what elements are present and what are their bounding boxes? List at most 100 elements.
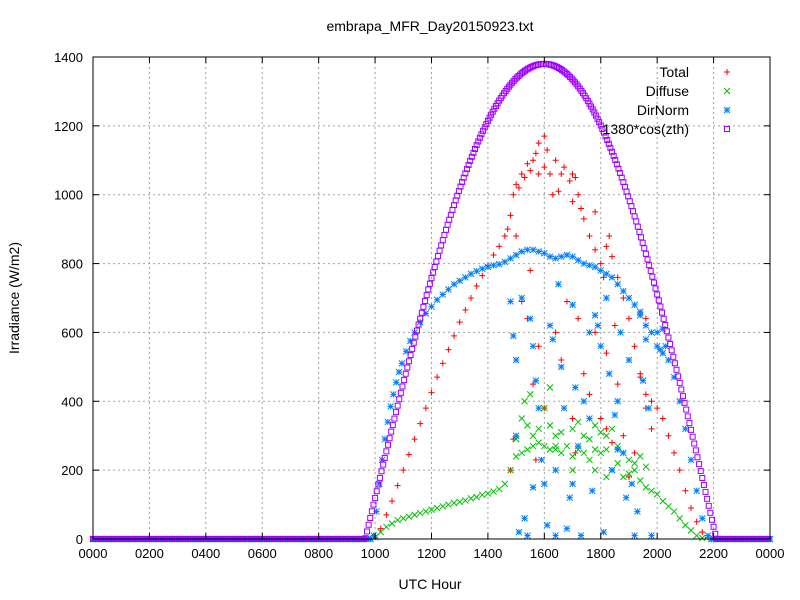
data-point [495,485,503,493]
data-point [546,171,553,178]
data-point [608,466,616,474]
data-point [569,480,576,488]
data-point [392,378,400,386]
data-point [526,315,534,323]
data-point [541,164,548,171]
data-point [388,520,396,527]
data-point [451,332,458,339]
data-point [625,456,633,464]
legend-label: 1380*cos(zth) [603,121,689,137]
data-point [524,446,531,453]
model-point [380,461,387,468]
data-point [417,420,424,427]
model-point [417,315,424,322]
data-point [558,356,565,363]
data-point [631,343,638,350]
data-point [614,274,621,281]
data-point [540,249,548,257]
data-point [513,181,520,188]
model-point [512,76,519,83]
data-point [580,260,588,267]
data-point [698,534,706,542]
data-point [405,513,413,520]
legend-marker [724,126,730,132]
model-point [368,508,375,515]
data-point [383,511,390,518]
y-tick-label: 1200 [54,119,83,134]
data-point [569,198,576,205]
data-point [501,258,509,266]
data-point [636,311,644,319]
data-point [580,397,588,405]
data-point [670,373,678,381]
data-point [540,442,548,450]
data-point [524,532,531,539]
model-point [373,488,380,495]
data-point [682,425,689,433]
data-point [687,527,695,534]
data-point [639,377,647,384]
model-point [597,122,604,129]
model-point [513,74,520,81]
data-point [484,263,492,271]
model-point [571,79,578,86]
model-point [405,358,412,365]
data-point [631,466,638,474]
data-point [620,295,627,301]
legend-label: DirNorm [637,102,689,118]
data-point [653,329,661,336]
data-point [588,487,596,495]
data-point [373,508,380,515]
data-point [496,243,503,250]
data-point [600,274,607,281]
model-point [463,166,470,173]
data-point [512,453,520,460]
data-point [580,432,588,440]
data-point [490,261,497,269]
model-point [609,148,616,155]
data-point [614,446,622,453]
model-point [407,352,414,359]
data-point [648,398,655,405]
model-point [646,262,653,269]
model-point [684,413,691,420]
model-point [418,309,425,316]
data-point [546,253,554,261]
data-point [682,487,689,494]
data-point [557,253,565,261]
data-point [636,477,644,484]
data-point [546,422,554,429]
data-point [631,301,638,309]
data-point [535,404,543,412]
data-point [597,342,605,350]
data-point [557,449,565,457]
data-point [370,532,378,539]
data-point [518,294,526,302]
x-tick-label: 1400 [473,546,502,561]
model-point [412,333,419,340]
data-point [614,381,621,388]
data-point [535,343,542,350]
data-point [642,335,650,343]
x-tick-label: 2200 [699,546,728,561]
legend: Total Diffuse DirNorm 1380*cos(zth) [603,64,731,137]
data-point [406,337,414,345]
model-point [600,129,607,136]
model-point [483,121,490,128]
data-point [524,246,531,254]
model-point [378,468,385,475]
data-point [557,363,565,371]
data-point [654,405,661,412]
data-point [597,267,605,274]
data-point [569,301,576,309]
data-point [569,466,576,474]
model-point [410,339,417,346]
data-point [636,453,644,460]
data-point [521,397,528,405]
data-point [648,329,655,336]
data-point [648,425,655,432]
data-point [512,432,520,440]
model-point [612,157,619,164]
model-point [707,509,714,516]
